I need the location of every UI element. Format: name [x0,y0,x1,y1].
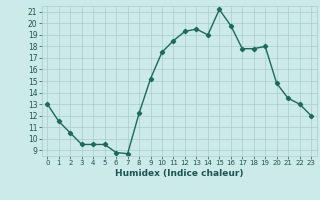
X-axis label: Humidex (Indice chaleur): Humidex (Indice chaleur) [115,169,244,178]
